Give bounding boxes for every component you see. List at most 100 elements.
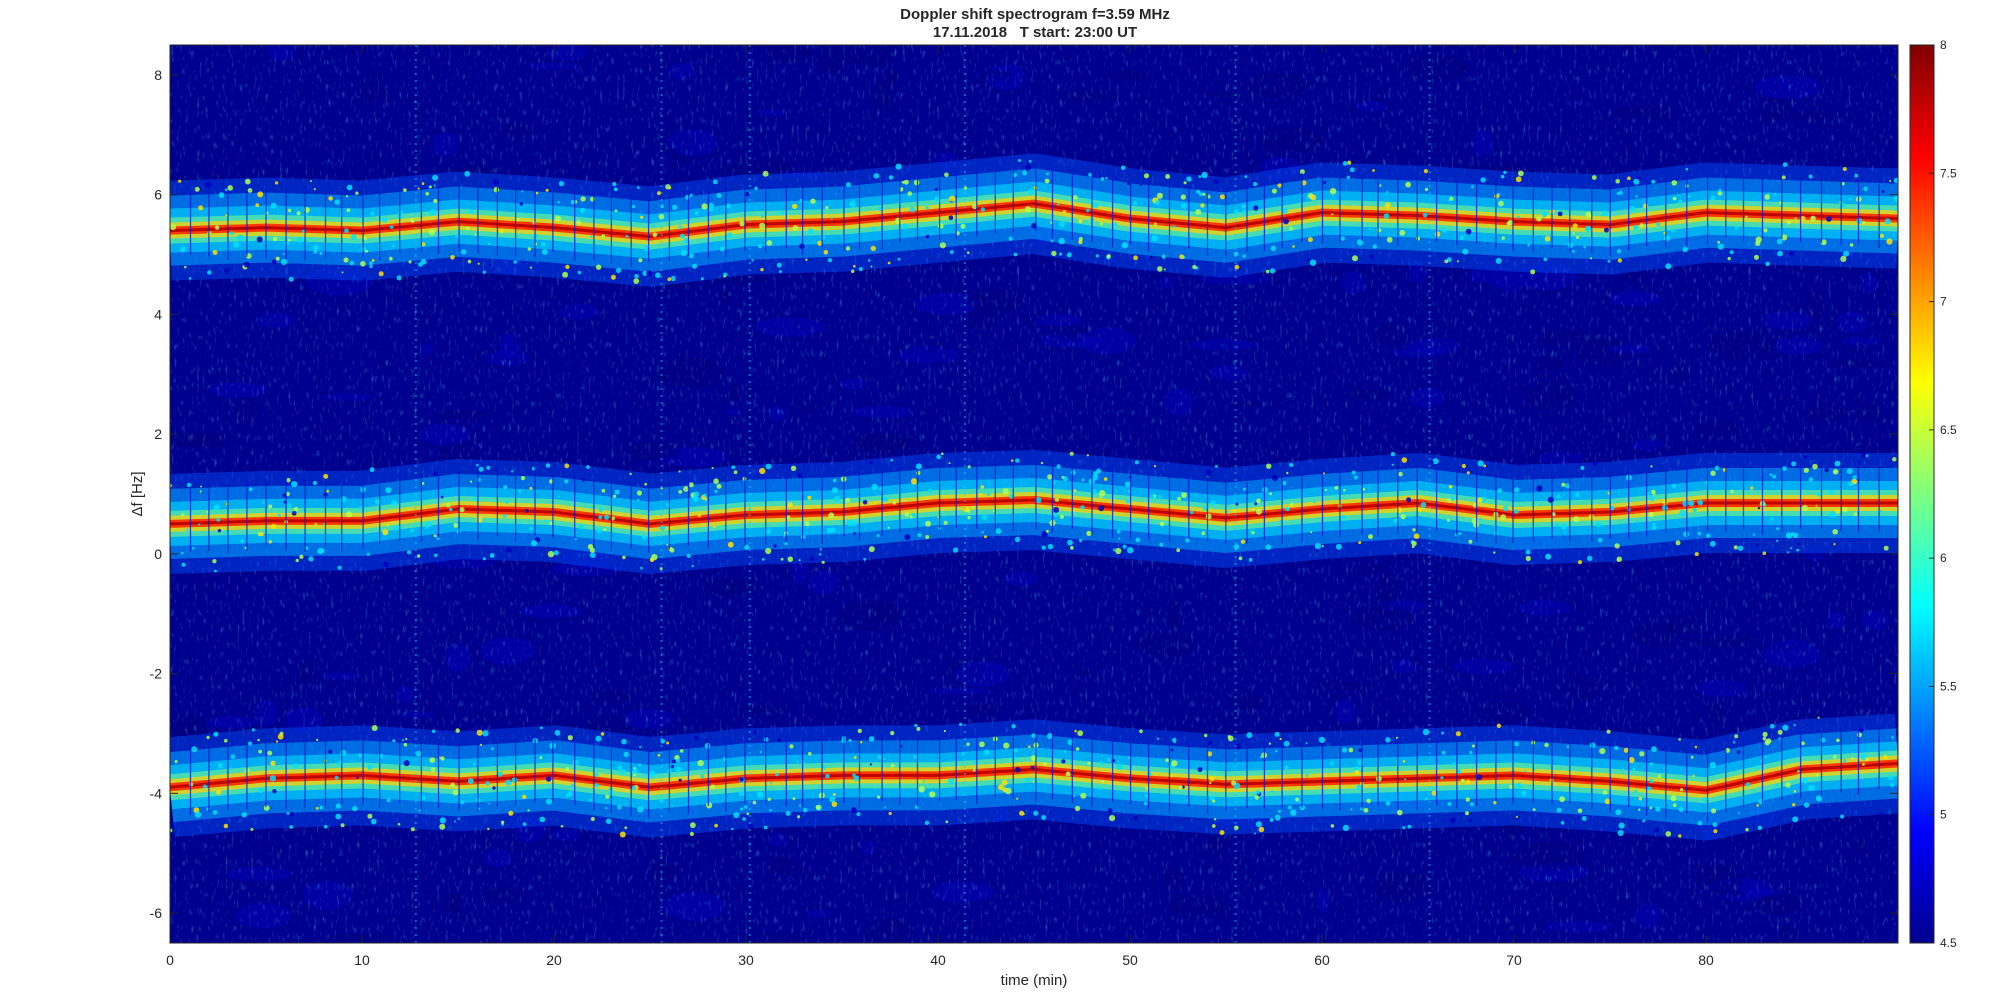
band-speckle <box>858 267 863 272</box>
band-speckle <box>516 218 520 222</box>
band-speckle <box>1575 235 1580 240</box>
band-speckle <box>911 513 916 517</box>
band-speckle <box>1310 531 1313 534</box>
band-speckle <box>1466 471 1470 475</box>
band-speckle <box>675 766 682 773</box>
band-speckle <box>641 534 647 540</box>
band-speckle <box>1544 742 1549 748</box>
band-speckle <box>410 218 415 223</box>
band-speckle <box>1462 248 1469 255</box>
band-speckle <box>657 753 661 757</box>
band-speckle <box>1213 818 1217 821</box>
band-speckle <box>1766 738 1772 744</box>
band-speckle <box>605 818 612 825</box>
band-speckle <box>1796 548 1799 552</box>
band-speckle <box>873 501 877 504</box>
band-speckle <box>194 186 200 192</box>
band-speckle <box>730 827 734 831</box>
band-speckle <box>186 482 192 488</box>
band-speckle <box>229 767 232 770</box>
band-speckle <box>1793 790 1797 793</box>
band-speckle <box>1323 180 1327 184</box>
band-speckle <box>798 559 801 562</box>
band-speckle <box>1629 205 1636 212</box>
band-speckle <box>1650 465 1653 468</box>
band-speckle <box>198 205 204 211</box>
band-speckle <box>1782 466 1787 471</box>
band-speckle <box>853 775 860 782</box>
band-speckle <box>269 775 276 782</box>
band-speckle <box>792 203 798 210</box>
band-speckle <box>1785 782 1791 788</box>
band-speckle <box>1893 177 1898 184</box>
band-speckle <box>346 208 351 213</box>
band-speckle <box>291 481 298 488</box>
band-speckle <box>1284 765 1289 770</box>
band-speckle <box>809 556 815 562</box>
band-speckle <box>455 728 461 733</box>
band-speckle <box>340 823 345 828</box>
band-speckle <box>567 791 573 797</box>
band-speckle <box>870 245 876 252</box>
band-speckle <box>1527 243 1531 247</box>
band-speckle <box>1692 507 1698 513</box>
band-speckle <box>1848 197 1852 201</box>
band-speckle <box>397 823 401 826</box>
band-speckle <box>1623 747 1629 753</box>
band-speckle <box>1102 203 1106 207</box>
band-speckle <box>765 463 772 470</box>
band-speckle <box>1022 170 1028 176</box>
band-speckle <box>439 823 446 830</box>
band-speckle <box>691 263 698 269</box>
band-speckle <box>270 202 277 209</box>
x-tick-label: 80 <box>1698 952 1714 968</box>
band-speckle <box>268 540 272 544</box>
band-speckle <box>666 543 669 546</box>
band-speckle <box>1341 514 1346 520</box>
band-speckle <box>1209 776 1215 782</box>
band-speckle <box>1321 545 1324 548</box>
band-speckle <box>1011 724 1016 729</box>
band-speckle <box>1372 244 1378 249</box>
band-speckle <box>1307 237 1313 243</box>
band-speckle <box>1028 745 1031 748</box>
band-speckle <box>884 806 887 809</box>
band-speckle <box>1702 796 1709 803</box>
band-speckle <box>773 544 777 548</box>
band-speckle <box>224 188 228 192</box>
band-speckle <box>1842 167 1847 171</box>
band-speckle <box>1072 794 1075 798</box>
band-speckle <box>1290 809 1297 816</box>
band-speckle <box>1678 807 1684 812</box>
band-speckle <box>316 738 319 742</box>
band-speckle <box>1853 512 1858 516</box>
band-speckle <box>287 238 291 242</box>
band-speckle <box>214 569 217 573</box>
band-speckle <box>1649 778 1654 784</box>
band-speckle <box>1846 468 1853 475</box>
band-speckle <box>406 550 412 555</box>
band-speckle <box>263 805 270 811</box>
band-speckle <box>1733 545 1738 550</box>
band-speckle <box>1185 538 1190 543</box>
band-speckle <box>713 526 716 529</box>
band-speckle <box>1672 803 1677 808</box>
band-speckle <box>1493 551 1496 554</box>
band-speckle <box>689 831 695 837</box>
band-speckle <box>1480 177 1486 183</box>
band-speckle <box>1773 193 1777 196</box>
band-speckle <box>1204 733 1208 738</box>
band-speckle <box>369 467 375 473</box>
band-speckle <box>1116 529 1121 534</box>
band-speckle <box>1014 536 1021 543</box>
band-speckle <box>1762 731 1768 738</box>
band-speckle <box>701 203 708 210</box>
band-speckle <box>473 497 478 501</box>
band-speckle <box>1791 461 1797 467</box>
band-speckle <box>205 181 212 189</box>
band-speckle <box>403 742 408 747</box>
band-speckle <box>1354 770 1360 775</box>
band-speckle <box>666 741 670 745</box>
band-speckle <box>479 743 483 746</box>
band-speckle <box>1095 254 1099 258</box>
